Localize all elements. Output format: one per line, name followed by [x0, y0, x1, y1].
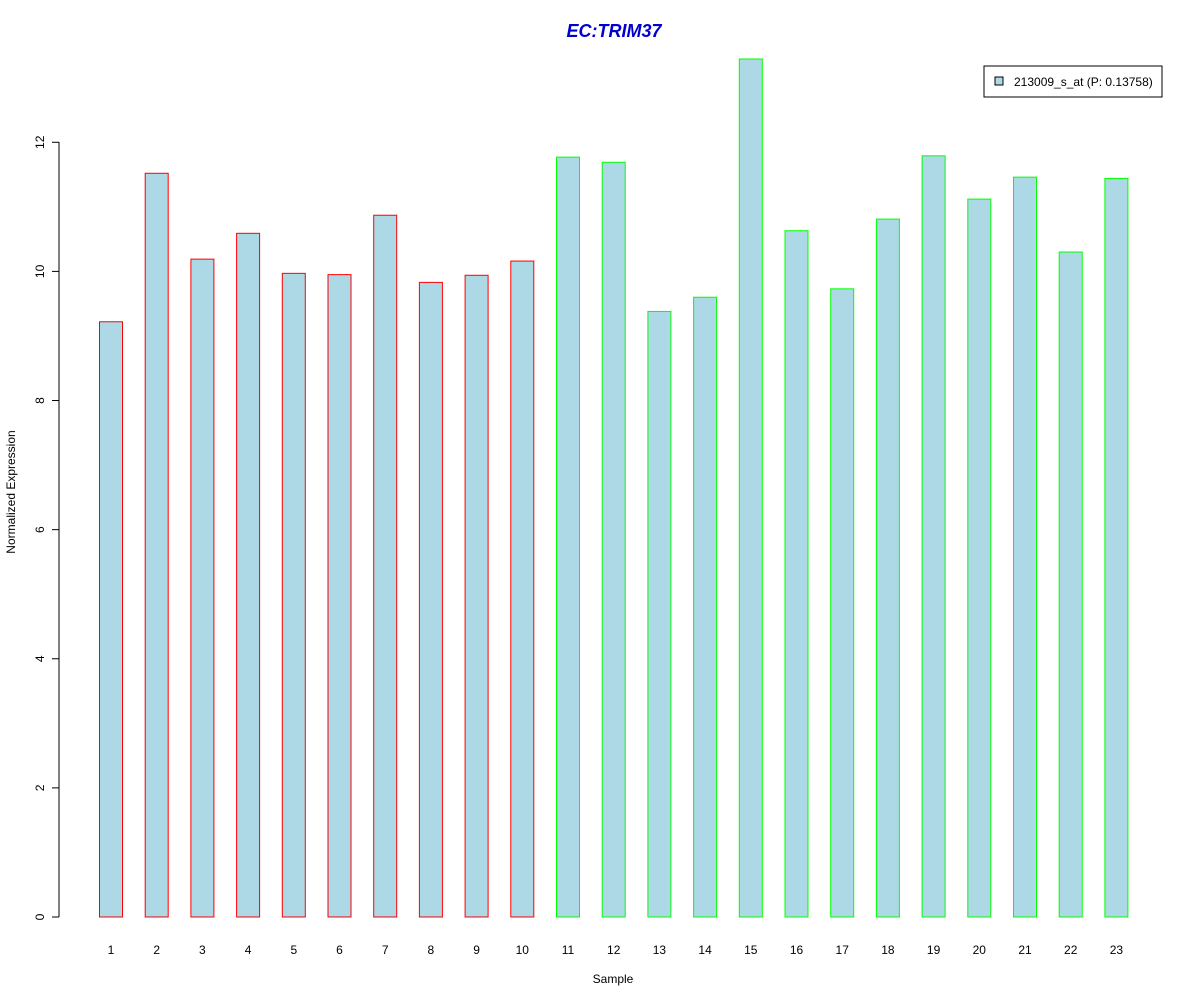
legend-label: 213009_s_at (P: 0.13758): [1014, 75, 1153, 89]
bar-10: [510, 260, 535, 918]
legend-swatch: [994, 76, 1004, 86]
x-tick-labels: 1 2 3 4 5 6 7 8 9 10 11 12 13 14 15 16 17 18 19 20 21 22 23: [108, 943, 1124, 957]
x-tick-label: 2: [153, 943, 160, 957]
bar-3: [190, 258, 215, 918]
bar-5: [281, 272, 306, 918]
chart-title: EC:TRIM37: [566, 21, 662, 41]
bar-23: [1104, 177, 1129, 918]
x-tick-label: 1: [108, 943, 115, 957]
bar-11: [556, 156, 580, 918]
bar-12: [601, 161, 626, 918]
bar-16: [784, 230, 809, 918]
bar-19: [921, 155, 946, 918]
bar-13: [647, 310, 672, 918]
y-tick-label: 2: [33, 784, 47, 791]
x-tick-label: 22: [1064, 943, 1078, 957]
x-tick-label: 8: [428, 943, 435, 957]
bar-17: [830, 288, 855, 918]
y-tick-label: 6: [33, 526, 47, 533]
bar-8: [418, 281, 443, 918]
x-tick-label: 13: [653, 943, 667, 957]
x-tick-label: 14: [698, 943, 712, 957]
bar-15: [738, 58, 763, 918]
bar-18: [875, 218, 900, 918]
legend-box: [983, 65, 1163, 98]
bar-9: [464, 274, 489, 918]
x-tick-label: 5: [290, 943, 297, 957]
x-tick-label: 10: [516, 943, 530, 957]
bar-21: [1013, 176, 1037, 918]
bar-4: [236, 232, 261, 918]
x-tick-label: 16: [790, 943, 804, 957]
x-tick-label: 21: [1018, 943, 1032, 957]
y-axis: 0 2 4 6 8 10 12: [33, 135, 60, 920]
bar-22: [1058, 251, 1083, 918]
bar-1: [99, 321, 123, 918]
x-tick-label: 3: [199, 943, 206, 957]
x-tick-label: 6: [336, 943, 343, 957]
bar-14: [693, 296, 718, 918]
y-tick-label: 0: [33, 913, 47, 920]
x-tick-label: 11: [562, 943, 575, 957]
y-tick-label: 8: [33, 397, 47, 404]
bar-2: [144, 172, 169, 918]
x-tick-label: 7: [382, 943, 389, 957]
x-tick-label: 20: [973, 943, 987, 957]
x-tick-label: 18: [881, 943, 895, 957]
x-tick-label: 17: [836, 943, 850, 957]
x-tick-label: 15: [744, 943, 758, 957]
y-tick-label: 10: [33, 264, 47, 278]
bar-6: [327, 274, 352, 918]
bar-20: [967, 198, 992, 918]
x-tick-label: 12: [607, 943, 621, 957]
x-tick-label: 23: [1110, 943, 1124, 957]
legend: 213009_s_at (P: 0.13758): [983, 65, 1163, 98]
y-tick-label: 12: [33, 135, 47, 149]
y-axis-label: Normalized Expression: [4, 430, 18, 553]
bars: [99, 58, 1129, 918]
bar-7: [373, 214, 398, 918]
x-tick-label: 19: [927, 943, 941, 957]
y-tick-label: 4: [33, 655, 47, 662]
x-tick-label: 9: [473, 943, 480, 957]
x-axis-label: Sample: [593, 972, 634, 986]
x-tick-label: 4: [245, 943, 252, 957]
